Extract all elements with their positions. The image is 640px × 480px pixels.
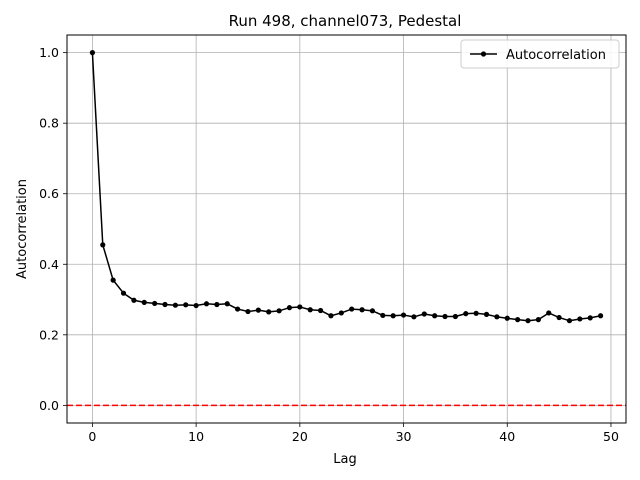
data-point	[473, 310, 479, 316]
x-tick-label: 10	[188, 429, 204, 444]
chart-title: Run 498, channel073, Pedestal	[229, 12, 462, 30]
y-axis-ticks: 0.0 0.2 0.4 0.6 0.8 1.0	[39, 45, 67, 413]
data-point	[556, 314, 562, 321]
data-point	[359, 307, 365, 313]
data-point	[214, 301, 220, 308]
data-point	[369, 308, 376, 314]
legend: Autocorrelation	[460, 39, 620, 69]
data-point	[338, 310, 344, 316]
data-point	[411, 314, 417, 320]
data-point	[349, 306, 355, 312]
data-point	[421, 311, 427, 317]
data-point	[452, 313, 458, 320]
data-point	[566, 318, 573, 324]
data-point	[463, 311, 469, 317]
data-point	[100, 242, 106, 248]
data-point	[515, 317, 521, 323]
data-point	[255, 307, 261, 313]
data-point	[328, 313, 334, 319]
data-point	[286, 305, 293, 311]
data-point	[587, 315, 593, 321]
data-point	[597, 313, 604, 319]
data-point	[400, 312, 407, 318]
data-point	[141, 299, 147, 305]
data-point	[172, 302, 178, 308]
data-point	[390, 313, 396, 319]
plot-series	[89, 50, 604, 324]
data-point	[546, 310, 552, 316]
data-point	[183, 302, 189, 308]
data-point	[203, 301, 210, 307]
x-tick-label: 0	[88, 429, 96, 444]
data-point	[535, 317, 541, 323]
plot-frame	[66, 34, 627, 424]
x-tick-label: 50	[603, 429, 619, 444]
data-point	[442, 313, 448, 320]
data-point	[307, 307, 313, 313]
legend-marker-sample	[480, 51, 487, 57]
y-tick-label: 0.6	[39, 186, 59, 201]
data-point	[483, 311, 490, 317]
x-axis-ticks: 0 10 20 30 40 50	[88, 423, 619, 444]
x-axis-label: Lag	[333, 452, 356, 467]
y-tick-label: 1.0	[39, 45, 59, 60]
y-tick-label: 0.2	[39, 327, 59, 342]
y-tick-label: 0.8	[39, 116, 59, 131]
y-tick-label: 0.0	[39, 398, 59, 413]
data-point	[224, 301, 230, 307]
data-point	[110, 277, 116, 283]
x-tick-label: 40	[499, 429, 515, 444]
data-point	[131, 297, 137, 303]
data-point	[120, 290, 127, 296]
y-axis-label: Autocorrelation	[15, 179, 30, 279]
data-point	[504, 315, 510, 321]
data-point	[162, 301, 168, 308]
data-point	[152, 300, 158, 307]
data-point	[89, 50, 96, 56]
legend-box	[460, 39, 620, 69]
legend-label: Autocorrelation	[506, 48, 606, 63]
y-tick-label: 0.4	[39, 257, 59, 272]
data-point	[577, 316, 583, 322]
data-point	[494, 314, 500, 320]
data-point	[193, 302, 199, 309]
grid-lines	[67, 35, 626, 423]
data-point	[245, 308, 251, 315]
data-point	[297, 304, 303, 310]
data-point	[432, 313, 438, 319]
data-point	[380, 312, 386, 319]
series-line	[91, 52, 601, 322]
data-point	[235, 306, 241, 312]
data-point	[266, 309, 272, 315]
x-tick-label: 30	[396, 429, 412, 444]
data-point	[525, 318, 531, 324]
x-tick-label: 20	[292, 429, 308, 444]
data-point	[276, 308, 282, 314]
data-point	[317, 307, 324, 314]
